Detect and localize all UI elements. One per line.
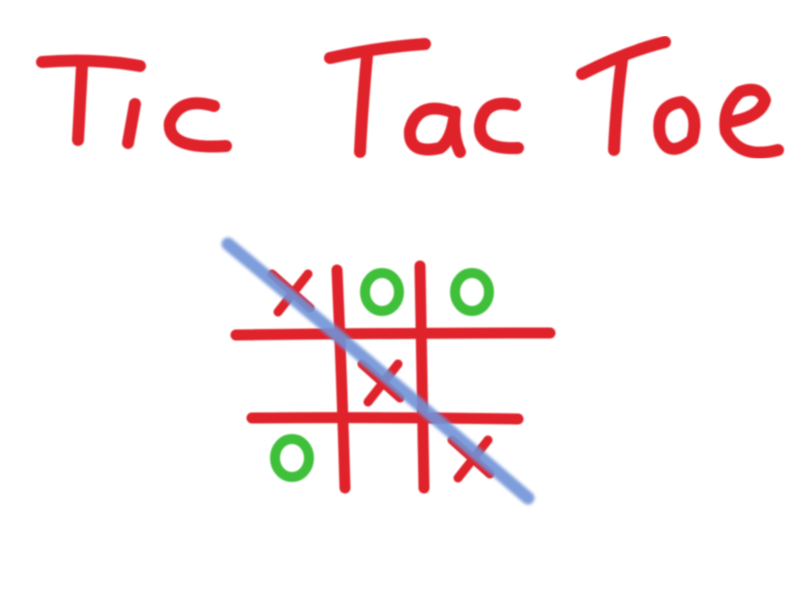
winning-strike-line: [221, 237, 535, 505]
grid-line-horizontal-bottom: [246, 412, 524, 425]
title-letter-e: [719, 83, 784, 159]
board-cell-r3-c1[interactable]: [254, 422, 330, 494]
title-letter-t1: [36, 54, 146, 146]
board-grid: [230, 260, 556, 494]
grid-line-horizontal-top: [230, 327, 556, 341]
title-letter-a: [403, 102, 466, 158]
o-mark: [450, 268, 494, 316]
board-cell-r2-c1[interactable]: [254, 346, 330, 418]
title-letter-o: [653, 96, 701, 155]
title-letter-c2: [473, 97, 524, 155]
winning-line: [221, 237, 535, 505]
title-letter-t2: [324, 38, 431, 158]
title-letter-c1: [163, 97, 232, 153]
o-mark: [360, 268, 404, 316]
board-cell-r2-c3[interactable]: [434, 346, 510, 418]
board-cell-r1-c3[interactable]: [434, 256, 510, 328]
game-title: [36, 36, 784, 159]
board-cell-r3-c2[interactable]: [344, 422, 420, 494]
title-letter-i1: [122, 98, 141, 149]
title-letter-t3: [576, 36, 671, 156]
o-mark: [270, 434, 314, 482]
board-cell-r1-c2[interactable]: [344, 256, 420, 328]
grid-line-vertical-right: [414, 260, 430, 494]
grid-line-vertical-left: [331, 264, 351, 494]
